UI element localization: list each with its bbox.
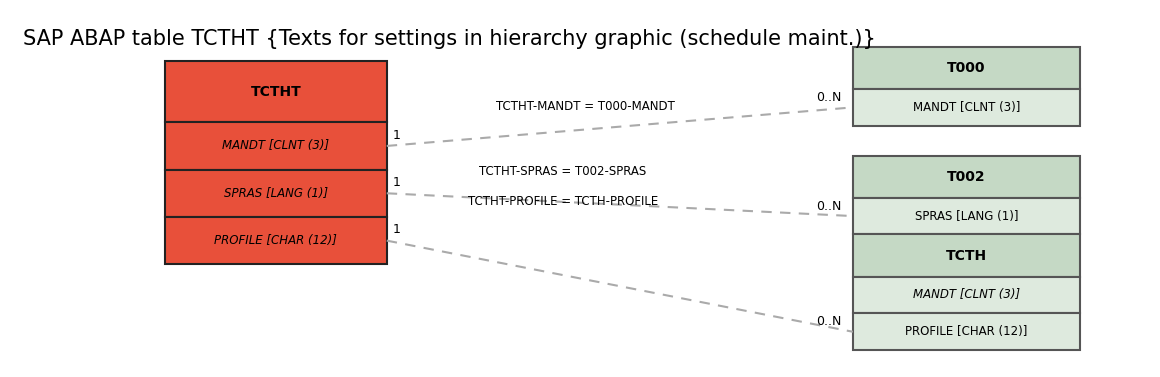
Text: MANDT [CLNT (3)]: MANDT [CLNT (3)] <box>913 101 1020 114</box>
Bar <box>853 47 1080 89</box>
Text: 0..N: 0..N <box>817 315 841 328</box>
Text: PROFILE [CHAR (12)]: PROFILE [CHAR (12)] <box>905 325 1028 338</box>
Text: TCTHT-SPRAS = T002-SPRAS: TCTHT-SPRAS = T002-SPRAS <box>479 164 646 178</box>
Text: TCTH: TCTH <box>945 248 987 262</box>
Text: PROFILE [CHAR (12)]: PROFILE [CHAR (12)] <box>215 234 338 247</box>
Bar <box>165 170 386 217</box>
Text: T000: T000 <box>948 61 986 75</box>
Bar <box>853 313 1080 350</box>
Text: 0..N: 0..N <box>817 199 841 213</box>
Bar <box>853 89 1080 126</box>
Bar <box>853 198 1080 234</box>
Bar <box>165 217 386 264</box>
Text: 1: 1 <box>392 129 400 142</box>
Text: 1: 1 <box>392 176 400 189</box>
Text: MANDT [CLNT (3)]: MANDT [CLNT (3)] <box>223 139 329 152</box>
Text: TCTHT-MANDT = T000-MANDT: TCTHT-MANDT = T000-MANDT <box>496 100 675 113</box>
Text: SPRAS [LANG (1)]: SPRAS [LANG (1)] <box>915 210 1018 222</box>
Text: SPRAS [LANG (1)]: SPRAS [LANG (1)] <box>224 187 328 200</box>
Text: MANDT [CLNT (3)]: MANDT [CLNT (3)] <box>913 288 1020 302</box>
Bar <box>853 277 1080 313</box>
Text: 0..N: 0..N <box>817 91 841 104</box>
Bar <box>165 61 386 122</box>
Bar <box>165 122 386 170</box>
Bar <box>853 156 1080 198</box>
Text: 1: 1 <box>392 224 400 236</box>
Bar <box>853 234 1080 277</box>
Text: SAP ABAP table TCTHT {Texts for settings in hierarchy graphic (schedule maint.)}: SAP ABAP table TCTHT {Texts for settings… <box>23 29 876 49</box>
Text: T002: T002 <box>948 170 986 184</box>
Text: TCTHT: TCTHT <box>251 84 302 99</box>
Text: TCTHT-PROFILE = TCTH-PROFILE: TCTHT-PROFILE = TCTH-PROFILE <box>467 195 658 208</box>
